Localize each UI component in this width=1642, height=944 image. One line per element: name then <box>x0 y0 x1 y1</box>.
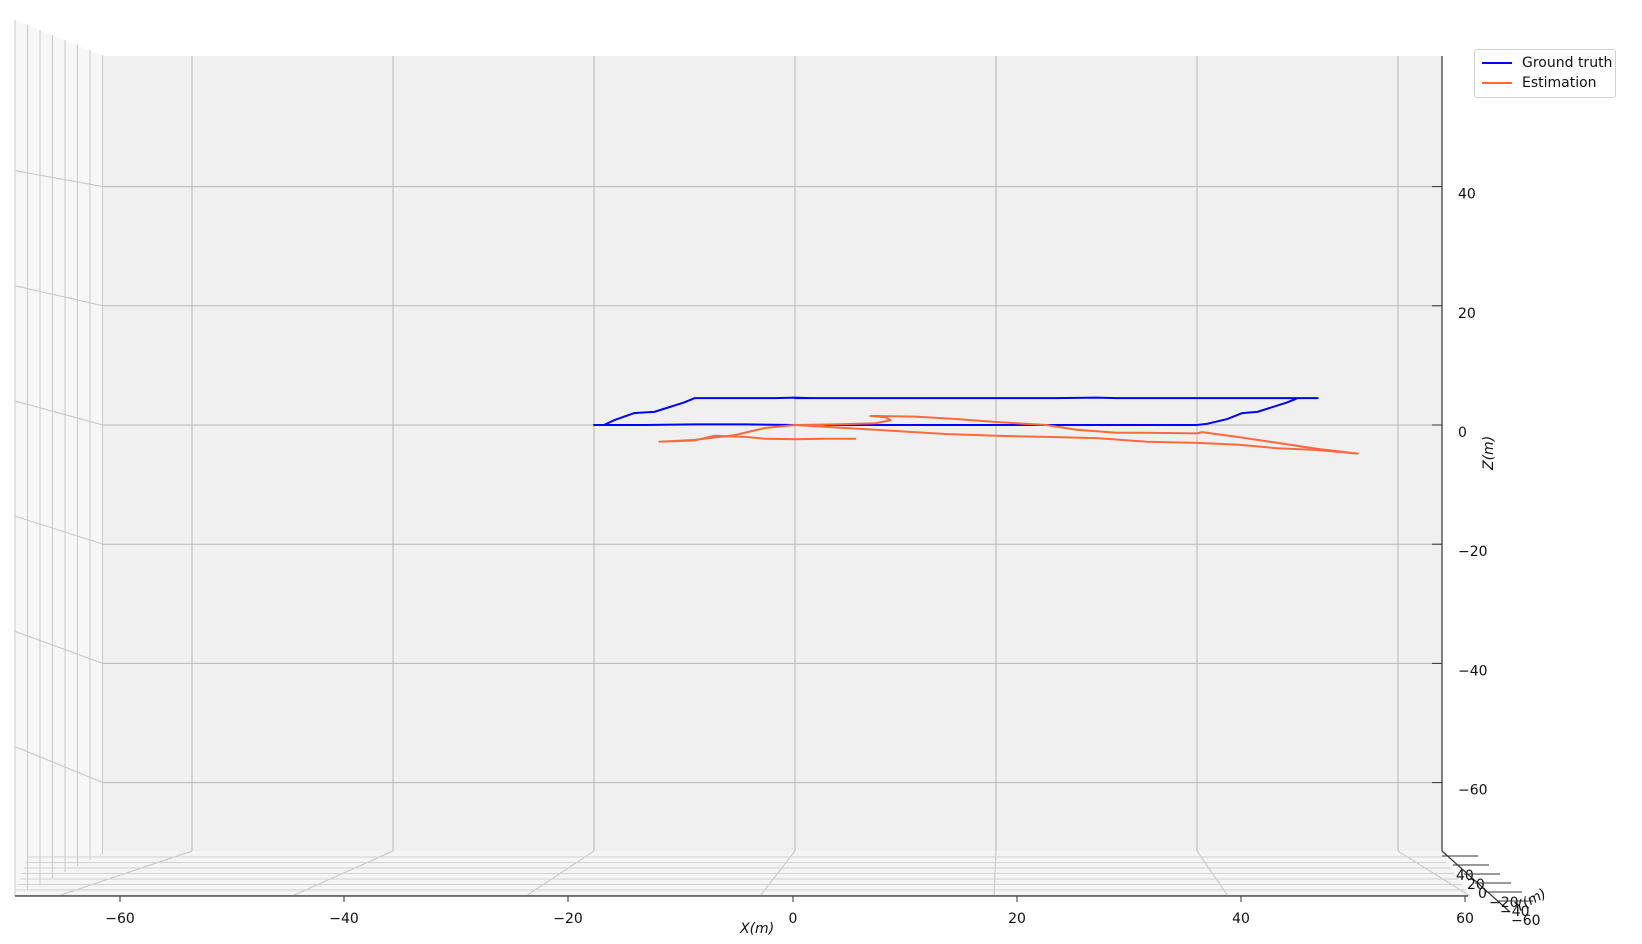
z-tick-label: −20 <box>1458 544 1488 560</box>
legend: Ground truth Estimation <box>1474 49 1616 98</box>
legend-item-estimation: Estimation <box>1475 73 1615 93</box>
y-axis-label: Y(m) <box>1512 886 1549 916</box>
z-tick-label: 40 <box>1458 187 1476 203</box>
tick-labels: −60 −40 −20 0 20 40 6040200−20−40−6040200−20−4… <box>105 186 1541 929</box>
z-tick-label: 20 <box>1458 306 1476 322</box>
y-tick-label: −60 <box>1511 913 1541 929</box>
x-tick-label: −60 <box>105 911 135 927</box>
legend-swatch-ground-truth <box>1482 62 1512 64</box>
back-pane <box>103 56 1442 851</box>
series-line-ground-truth <box>593 396 1319 426</box>
y-tick-label: −40 <box>1500 904 1530 920</box>
series-line-estimation <box>658 415 1359 455</box>
z-axis-label: Z(m) <box>1481 436 1497 471</box>
legend-swatch-estimation <box>1482 82 1512 84</box>
side-gridline <box>14 285 104 307</box>
x-tick-label: 0 <box>789 911 798 927</box>
x-tick-label: −20 <box>553 911 583 927</box>
x-tick-label: 60 <box>1456 911 1474 927</box>
z-tick-label: 0 <box>1458 425 1467 441</box>
x-tick-label: 20 <box>1008 911 1026 927</box>
y-axis-line <box>1441 850 1511 913</box>
side-pane <box>15 20 103 897</box>
y-tick-label: −20 <box>1489 895 1519 911</box>
x-tick-label: −40 <box>329 911 359 927</box>
series-layer <box>593 396 1359 455</box>
side-gridline <box>14 400 104 426</box>
y-tick-label: 20 <box>1467 877 1485 893</box>
legend-label-ground-truth: Ground truth <box>1522 55 1613 71</box>
z-tick-label: −60 <box>1458 783 1488 799</box>
y-tick-label: 0 <box>1478 886 1487 902</box>
legend-label-estimation: Estimation <box>1522 75 1597 91</box>
y-tick-label: 40 <box>1456 868 1474 884</box>
legend-item-ground-truth: Ground truth <box>1475 53 1615 73</box>
z-tick-label: −40 <box>1458 663 1488 679</box>
axes <box>15 56 1511 913</box>
side-gridline <box>14 630 104 664</box>
x-axis-label: X(m) <box>739 921 774 937</box>
side-gridline <box>14 515 104 545</box>
side-gridline <box>14 746 104 784</box>
side-gridline <box>14 170 104 188</box>
x-tick-label: 40 <box>1232 911 1250 927</box>
